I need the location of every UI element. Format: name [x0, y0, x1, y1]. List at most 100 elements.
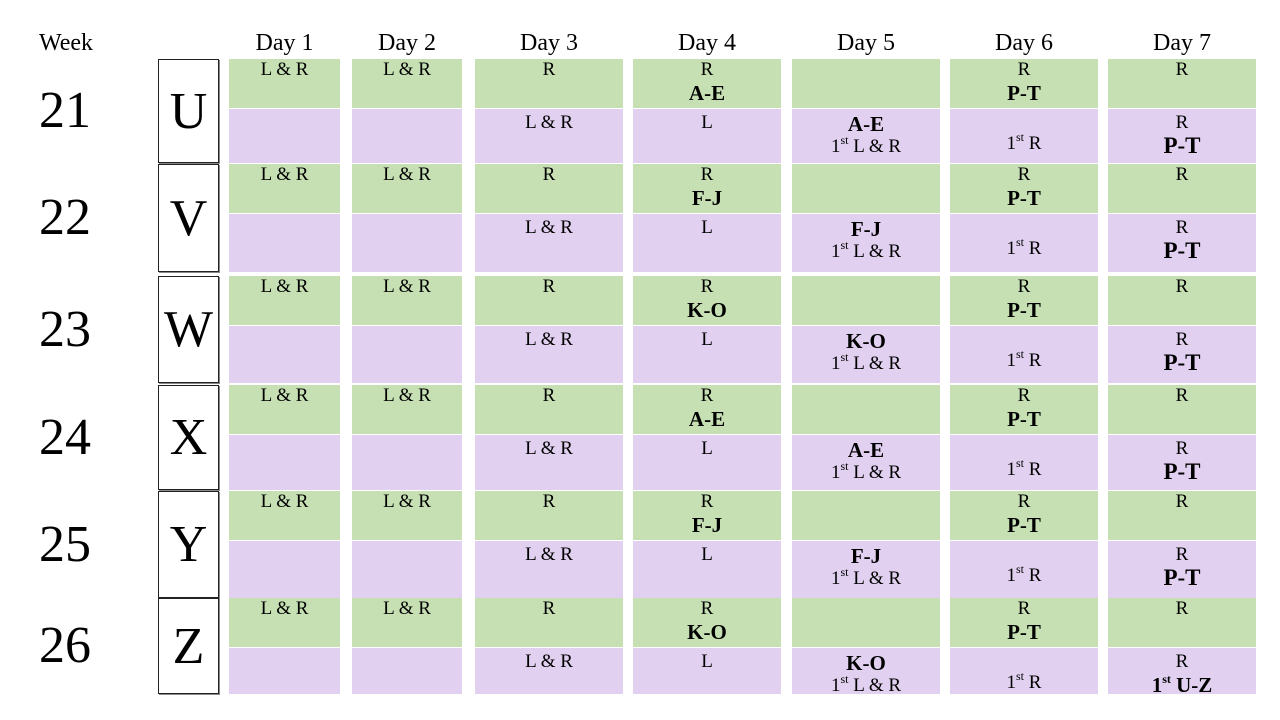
cell-top: R P-T	[950, 276, 1098, 325]
cell-group: F-J	[691, 513, 723, 537]
cell-text: L & R	[260, 276, 309, 297]
cell-bottom: K-O 1st L & R	[792, 326, 940, 383]
cell-group: 1st U-Z	[1151, 672, 1213, 697]
cell-text: L	[701, 651, 713, 672]
cell-group: P-T	[1007, 513, 1041, 537]
cell-top	[792, 164, 940, 213]
cell-top	[792, 276, 940, 325]
cell-top: L & R	[352, 276, 462, 325]
cell-group: A-E	[688, 407, 726, 431]
cell-text: L	[701, 329, 713, 350]
cell-top: R A-E	[633, 385, 781, 434]
cell-bottom: L & R	[475, 326, 623, 383]
cell-bottom: R P-T	[1108, 435, 1256, 490]
cell-text: R	[1175, 544, 1189, 565]
cell-group: P-T	[1163, 350, 1201, 375]
cell-top: R P-T	[950, 164, 1098, 213]
cell-group: A-E	[847, 112, 885, 136]
cell-text: L & R	[525, 438, 573, 459]
cell-text: R	[1017, 164, 1031, 185]
cell-group: P-T	[1007, 298, 1041, 322]
cell-bottom: L	[633, 109, 781, 163]
cell-top: R P-T	[950, 59, 1098, 108]
week-number: 25	[39, 515, 91, 573]
cell-top: R	[1108, 164, 1256, 213]
cell-text: R	[1175, 491, 1189, 512]
cell-top: R P-T	[950, 385, 1098, 434]
cell-bottom: L	[633, 648, 781, 694]
cell-group: K-O	[846, 329, 886, 353]
cell-group: P-T	[1007, 620, 1041, 644]
cell-bottom	[229, 541, 340, 598]
cell-text: L & R	[260, 598, 309, 619]
cell-text: R	[1175, 164, 1189, 185]
cell-bottom: 1st R	[950, 214, 1098, 272]
cell-text: L & R	[260, 491, 309, 512]
cell-text: R	[542, 491, 556, 512]
cell-text: R	[1017, 59, 1031, 80]
cell-text: L & R	[383, 59, 431, 80]
cell-top: R F-J	[633, 491, 781, 540]
cell-bottom	[352, 109, 462, 163]
cell-bottom: F-J 1st L & R	[792, 541, 940, 598]
cell-bottom	[229, 326, 340, 383]
cell-bottom	[229, 648, 340, 694]
cell-text: L & R	[260, 164, 309, 185]
cell-bottom	[229, 109, 340, 163]
cell-text: 1st L & R	[830, 564, 902, 589]
cell-top: R F-J	[633, 164, 781, 213]
cell-top: L & R	[229, 385, 340, 434]
day-header-6: Day 6	[995, 30, 1053, 56]
week-letter: Z	[158, 598, 219, 694]
cell-bottom: R 1st U-Z	[1108, 648, 1256, 697]
cell-top	[792, 598, 940, 647]
cell-text: L & R	[383, 276, 431, 297]
cell-top: L & R	[352, 598, 462, 647]
cell-group: F-J	[691, 186, 723, 210]
cell-top: R	[475, 491, 623, 540]
cell-text: R	[700, 276, 714, 297]
cell-bottom: 1st R	[950, 541, 1098, 598]
cell-top: L & R	[229, 491, 340, 540]
cell-bottom	[229, 435, 340, 490]
cell-group: F-J	[850, 544, 882, 568]
week-number: 23	[39, 300, 91, 358]
cell-bottom: L & R	[475, 109, 623, 163]
cell-group: F-J	[850, 217, 882, 241]
cell-group: A-E	[688, 81, 726, 105]
cell-bottom: 1st R	[950, 109, 1098, 163]
cell-group: K-O	[846, 651, 886, 675]
cell-text: R	[1017, 598, 1031, 619]
cell-group: P-T	[1163, 238, 1201, 263]
cell-group: P-T	[1007, 81, 1041, 105]
cell-text: L & R	[383, 491, 431, 512]
day-header-7: Day 7	[1153, 30, 1211, 56]
cell-top: R	[475, 276, 623, 325]
cell-text: L	[701, 438, 713, 459]
week-number: 22	[39, 189, 91, 246]
cell-bottom	[352, 541, 462, 598]
week-number: 21	[39, 82, 91, 139]
cell-group: P-T	[1163, 133, 1201, 158]
cell-bottom: L & R	[475, 435, 623, 490]
cell-top: L & R	[352, 59, 462, 108]
cell-text: R	[542, 164, 556, 185]
cell-top: L & R	[229, 59, 340, 108]
day-header-2: Day 2	[378, 30, 436, 56]
cell-text: R	[700, 164, 714, 185]
cell-text: 1st L & R	[830, 237, 902, 262]
cell-top: R	[475, 385, 623, 434]
cell-top: R P-T	[950, 598, 1098, 647]
cell-bottom: L & R	[475, 214, 623, 272]
cell-top: R K-O	[633, 276, 781, 325]
cell-text: L & R	[525, 112, 573, 133]
cell-text: R	[1017, 276, 1031, 297]
cell-text: L & R	[260, 59, 309, 80]
cell-text: L & R	[525, 217, 573, 238]
cell-text: 1st R	[1006, 346, 1042, 371]
cell-top	[792, 59, 940, 108]
cell-top: R	[1108, 598, 1256, 647]
cell-top	[792, 491, 940, 540]
cell-text: L	[701, 544, 713, 565]
cell-bottom: R P-T	[1108, 214, 1256, 272]
